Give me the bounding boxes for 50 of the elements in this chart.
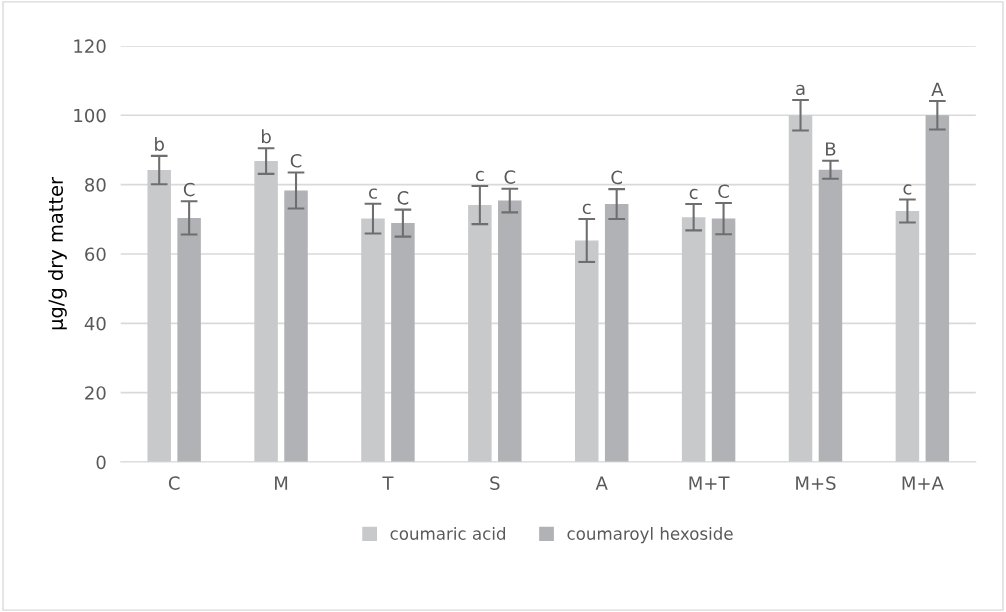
annotation: a xyxy=(796,84,805,96)
bar xyxy=(925,115,950,463)
x-tick-label: T xyxy=(382,476,394,490)
y-axis-title: µg/g dry matter xyxy=(47,177,67,330)
bar xyxy=(361,218,385,463)
legend-label: coumaric acid xyxy=(390,527,506,540)
y-tick-label: 80 xyxy=(85,178,106,192)
bar xyxy=(681,217,706,463)
annotation: C xyxy=(290,153,302,168)
bar xyxy=(177,217,201,463)
bar xyxy=(574,240,599,463)
annotation: c xyxy=(475,170,484,182)
bar xyxy=(468,205,492,463)
bar xyxy=(788,115,813,463)
x-tick-label: A xyxy=(595,476,608,490)
x-tick-label: M+S xyxy=(796,476,836,490)
annotation: b xyxy=(261,129,271,144)
annotation: C xyxy=(397,191,409,205)
y-tick-label: 100 xyxy=(74,108,106,123)
annotation: C xyxy=(504,170,516,184)
annotation: c xyxy=(582,203,591,215)
x-tick-label: S xyxy=(490,476,500,490)
annotation: C xyxy=(183,182,195,197)
y-tick-label: 120 xyxy=(74,39,106,54)
x-tick-label: C xyxy=(168,476,180,490)
annotation: A xyxy=(931,82,944,96)
annotation: B xyxy=(826,142,836,156)
annotation: b xyxy=(155,136,164,151)
bar xyxy=(147,170,171,463)
x-tick-label: M+T xyxy=(689,476,730,490)
bar xyxy=(391,223,415,463)
bar xyxy=(604,204,629,463)
bar xyxy=(284,190,308,463)
bar xyxy=(818,169,843,463)
x-tick-label: M xyxy=(275,476,288,490)
legend-label: coumaroyl hexoside xyxy=(567,527,733,544)
annotation: c xyxy=(903,184,912,195)
y-tick-label: 20 xyxy=(85,386,106,400)
bar xyxy=(254,161,278,463)
y-tick-label: 40 xyxy=(84,316,106,331)
annotation: C xyxy=(718,184,729,199)
annotation: c xyxy=(689,188,698,200)
y-tick-label: 0 xyxy=(96,455,106,470)
annotation: c xyxy=(369,188,377,199)
y-tick-label: 60 xyxy=(85,247,106,262)
bar xyxy=(711,218,736,463)
annotation: C xyxy=(611,170,622,185)
bar xyxy=(498,200,522,463)
x-tick-label: M+A xyxy=(902,476,944,490)
bar xyxy=(895,210,920,463)
